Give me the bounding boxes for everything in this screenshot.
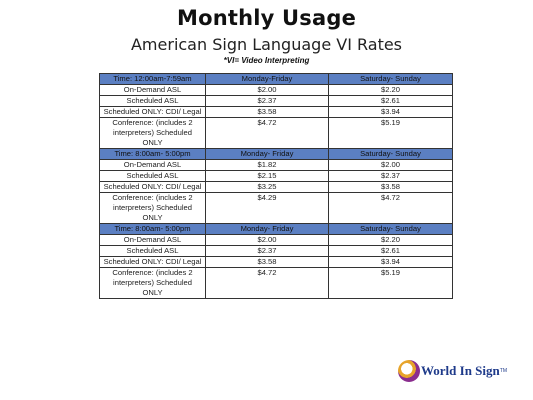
weekday-rate: $1.82: [205, 159, 329, 171]
table-row: Conference: (includes 2 interpreters) Sc…: [99, 117, 453, 149]
logo-text: World In Sign: [421, 363, 500, 378]
service-label: On-Demand ASL: [99, 234, 206, 246]
service-label: Scheduled ASL: [99, 95, 206, 107]
table-row: Scheduled ASL $2.15 $2.37: [99, 170, 453, 182]
weekday-rate: $2.15: [205, 170, 329, 182]
section-time: Time: 12:00am-7:59am: [99, 73, 206, 85]
weekday-rate: $3.58: [205, 256, 329, 268]
table-row: Scheduled ASL $2.37 $2.61: [99, 95, 453, 107]
vi-note: *VI= Video Interpreting: [223, 56, 310, 65]
weekend-rate: $5.19: [328, 117, 453, 149]
service-label: Conference: (includes 2 interpreters) Sc…: [99, 117, 206, 149]
weekend-rate: $2.00: [328, 159, 453, 171]
table-row: Scheduled ONLY: CDI/ Legal $3.58 $3.94: [99, 106, 453, 118]
weekday-column-header: Monday-Friday: [205, 73, 329, 85]
service-label: On-Demand ASL: [99, 84, 206, 96]
weekend-rate: $3.94: [328, 106, 453, 118]
section-header-row: Time: 12:00am-7:59am Monday-Friday Satur…: [99, 73, 453, 85]
trademark-mark: TM: [499, 368, 507, 374]
table-row: Scheduled ONLY: CDI/ Legal $3.25 $3.58: [99, 181, 453, 193]
service-label: Scheduled ONLY: CDI/ Legal: [99, 181, 206, 193]
table-row: On-Demand ASL $2.00 $2.20: [99, 84, 453, 96]
weekend-rate: $2.20: [328, 234, 453, 246]
weekday-rate: $3.58: [205, 106, 329, 118]
weekday-rate: $3.25: [205, 181, 329, 193]
globe-hand-icon: [398, 360, 420, 382]
weekend-column-header: Saturday- Sunday: [328, 148, 453, 160]
weekend-column-header: Saturday- Sunday: [328, 73, 453, 85]
table-row: Conference: (includes 2 interpreters) Sc…: [99, 192, 453, 224]
weekday-column-header: Monday- Friday: [205, 223, 329, 235]
world-in-sign-logo: World In Sign TM: [398, 358, 507, 384]
section-time: Time: 8:00am- 5:00pm: [99, 223, 206, 235]
weekday-column-header: Monday- Friday: [205, 148, 329, 160]
weekday-rate: $4.72: [205, 117, 329, 149]
table-row: On-Demand ASL $1.82 $2.00: [99, 159, 453, 171]
table-row: On-Demand ASL $2.00 $2.20: [99, 234, 453, 246]
weekday-rate: $4.72: [205, 267, 329, 299]
weekend-rate: $2.61: [328, 245, 453, 257]
rates-table: Time: 12:00am-7:59am Monday-Friday Satur…: [99, 73, 453, 299]
section-header-row: Time: 8:00am- 5:00pm Monday- Friday Satu…: [99, 223, 453, 235]
weekend-rate: $4.72: [328, 192, 453, 224]
weekday-rate: $2.37: [205, 95, 329, 107]
weekend-column-header: Saturday- Sunday: [328, 223, 453, 235]
weekend-rate: $2.37: [328, 170, 453, 182]
service-label: Conference: (includes 2 interpreters) Sc…: [99, 267, 206, 299]
service-label: Scheduled ASL: [99, 245, 206, 257]
service-label: Conference: (includes 2 interpreters) Sc…: [99, 192, 206, 224]
weekday-rate: $2.00: [205, 84, 329, 96]
weekday-rate: $2.37: [205, 245, 329, 257]
weekday-rate: $4.29: [205, 192, 329, 224]
weekend-rate: $5.19: [328, 267, 453, 299]
weekday-rate: $2.00: [205, 234, 329, 246]
section-header-row: Time: 8:00am- 5:00pm Monday- Friday Satu…: [99, 148, 453, 160]
table-row: Scheduled ASL $2.37 $2.61: [99, 245, 453, 257]
service-label: Scheduled ONLY: CDI/ Legal: [99, 106, 206, 118]
weekend-rate: $2.20: [328, 84, 453, 96]
weekend-rate: $3.58: [328, 181, 453, 193]
weekend-rate: $2.61: [328, 95, 453, 107]
table-row: Conference: (includes 2 interpreters) Sc…: [99, 267, 453, 299]
section-time: Time: 8:00am- 5:00pm: [99, 148, 206, 160]
page-title: Monthly Usage: [176, 6, 357, 30]
weekend-rate: $3.94: [328, 256, 453, 268]
service-label: On-Demand ASL: [99, 159, 206, 171]
service-label: Scheduled ONLY: CDI/ Legal: [99, 256, 206, 268]
table-row: Scheduled ONLY: CDI/ Legal $3.58 $3.94: [99, 256, 453, 268]
service-label: Scheduled ASL: [99, 170, 206, 182]
page-subtitle: American Sign Language VI Rates: [130, 35, 403, 54]
